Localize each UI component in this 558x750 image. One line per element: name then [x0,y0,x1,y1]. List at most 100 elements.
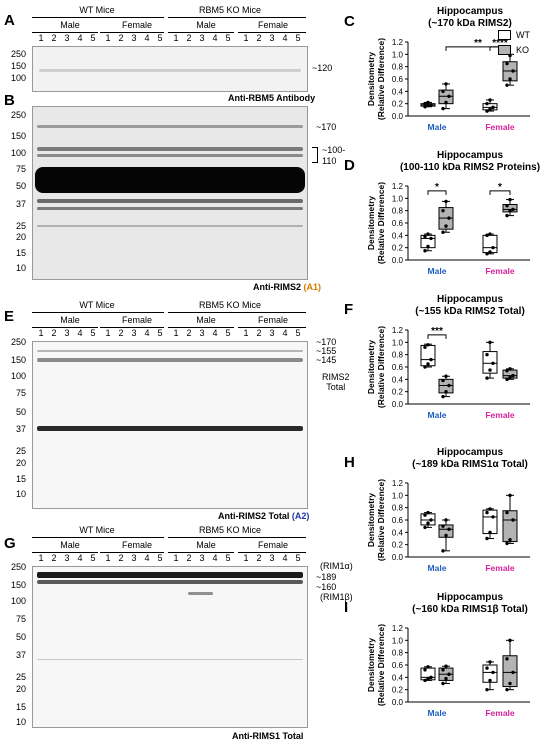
mw-marker: 50 [15,181,26,191]
blot-image-g [32,566,308,728]
lane-number: 5 [225,553,231,563]
mw-marker: 250 [10,562,26,572]
ko-header-line [168,312,306,313]
mw-marker: 75 [15,164,26,174]
data-point [426,521,430,525]
chart-title: Hippocampus [437,6,504,17]
data-point [488,660,492,664]
significance-bracket [427,334,447,339]
lane-number: 2 [118,33,124,43]
data-point [441,106,445,111]
lane-number: 1 [38,328,44,338]
lane-number: 3 [64,328,70,338]
significance-label: **** [492,38,508,49]
data-point [505,369,509,373]
data-point [488,530,492,535]
data-point [485,687,489,692]
data-point [444,199,448,204]
lane-number: 3 [269,328,275,338]
y-tick-label: 0.8 [392,207,404,216]
band-annotation: 110 [322,156,337,166]
mw-marker: 25 [15,672,26,682]
blot-image-b [32,106,308,280]
data-point [429,357,433,362]
data-point [429,103,433,107]
lane-number: 4 [212,553,218,563]
data-point [505,657,509,661]
band-annotation: ~155 [316,346,337,356]
mw-marker: 25 [15,446,26,456]
data-point [505,377,509,382]
mw-marker: 150 [10,355,26,365]
y-tick-label: 0.2 [392,244,404,253]
data-point [505,541,509,546]
data-point [488,678,492,683]
ko-mice-label: RBM5 KO Mice [198,5,261,15]
lane-number: 1 [105,33,111,43]
data-point [508,367,512,371]
panel-letter-d: D [344,157,355,174]
antibody-tag: (A1) [303,282,322,292]
mw-marker: 50 [15,632,26,642]
data-point [423,234,427,239]
box-wt [482,351,498,374]
male-label: Male [196,540,216,550]
female-label: Female [121,315,152,325]
lane-number: 3 [64,553,70,563]
male-label: Male [60,20,80,30]
significance-bracket [489,190,511,195]
lane-number: 1 [38,33,44,43]
y-tick-label: 0.0 [392,698,404,707]
y-tick-label: 1.0 [392,50,404,59]
band-annotation: ~189 [316,572,337,582]
mw-marker: 10 [15,717,26,727]
lane-number: 4 [77,553,83,563]
data-point [441,378,445,383]
lane-number: 3 [199,553,205,563]
antibody-tag: (A2) [291,511,310,521]
y-tick-label: 0.8 [392,504,404,513]
data-point [447,94,451,98]
y-axis-label: Densitometry [366,196,376,251]
lane-number: 5 [157,553,163,563]
box-ko [502,655,518,688]
panel-letter-c: C [344,13,355,30]
data-point [511,207,515,212]
data-point [488,368,492,372]
data-point [423,513,427,517]
group-line [32,552,98,553]
panel-letter-h: H [344,454,355,471]
data-point [491,105,495,110]
male-label: Male [60,540,80,550]
lane-number: 4 [282,328,288,338]
y-tick-label: 0.4 [392,231,404,240]
data-point [426,665,430,669]
mw-marker: 15 [15,474,26,484]
mw-marker: 15 [15,248,26,258]
data-point [511,373,515,378]
group-line [100,32,164,33]
group-line [32,327,98,328]
category-label-male: Male [428,266,447,276]
wt-mice-label: WT Mice [79,5,115,15]
chart-subtitle: (~155 kDa RIMS2 Total) [415,306,525,317]
lane-number: 2 [51,328,57,338]
lane-number: 3 [269,553,275,563]
group-line [238,327,306,328]
lane-number: 5 [157,328,163,338]
lane-number: 2 [51,553,57,563]
data-point [426,100,430,105]
y-tick-label: 0.6 [392,75,404,84]
lane-number: 5 [90,553,96,563]
lane-number: 2 [51,33,57,43]
data-point [485,101,489,106]
lane-number: 5 [90,328,96,338]
lane-number: 1 [243,328,249,338]
antibody-label: Anti-RIMS2 Total (A2) [218,511,310,521]
significance-label: *** [431,326,443,337]
lane-number: 5 [157,33,163,43]
mw-marker: 15 [15,702,26,712]
y-tick-label: 0.8 [392,63,404,72]
data-point [423,345,427,349]
lane-number: 5 [295,33,301,43]
